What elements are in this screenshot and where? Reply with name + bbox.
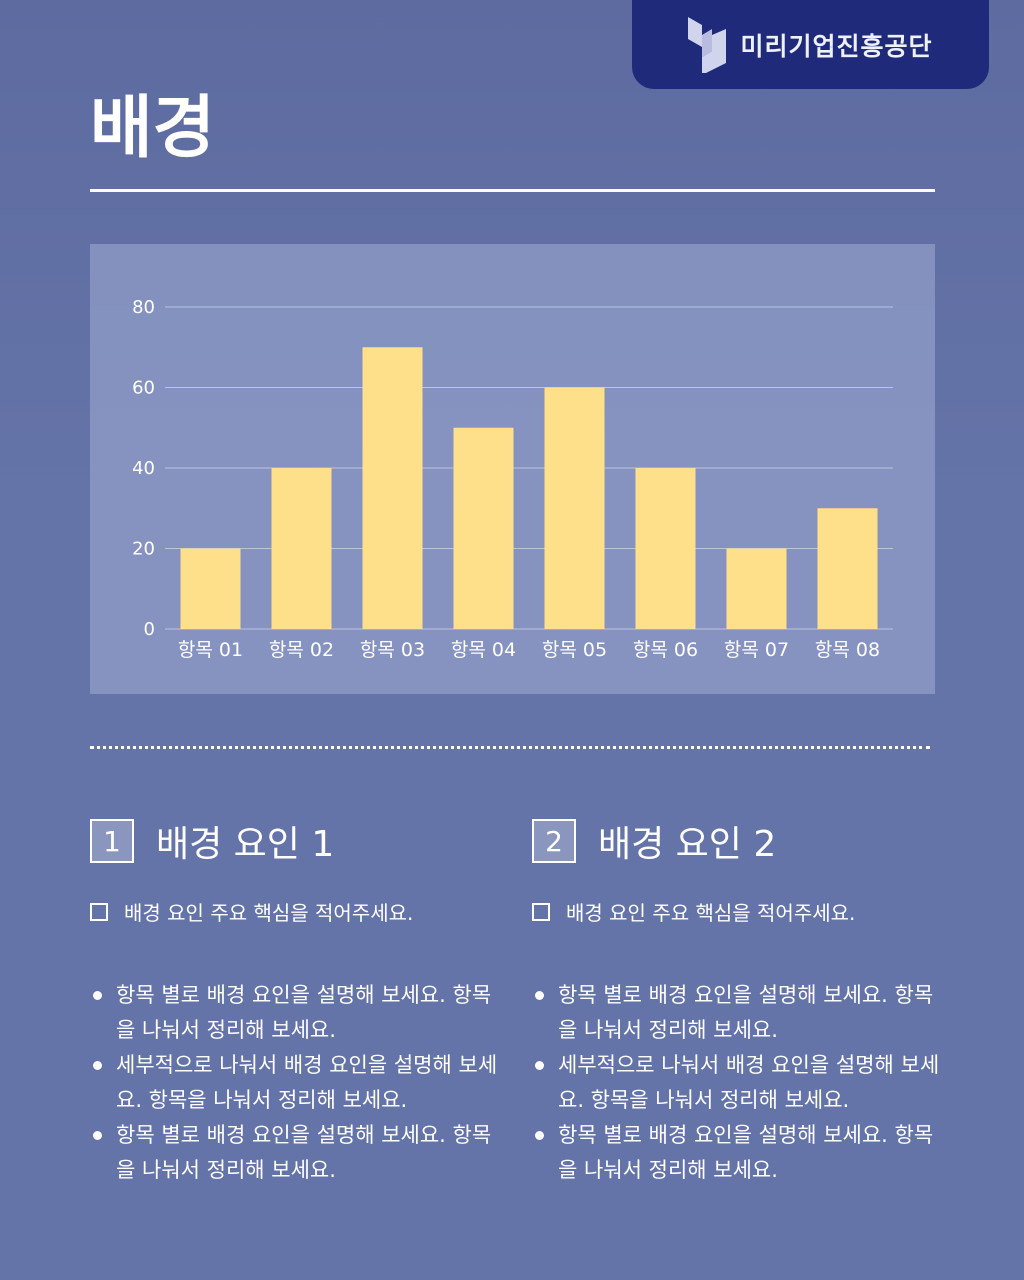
- checkbox-square-icon: [90, 902, 108, 921]
- checkbox-square-icon: [532, 902, 550, 921]
- section-2: 2 배경 요인 2 배경 요인 주요 핵심을 적어주세요. 항목 별로 배경 요…: [532, 815, 952, 1188]
- bullet-item: 세부적으로 나눠서 배경 요인을 설명해 보세요. 항목을 나눠서 정리해 보세…: [90, 1048, 510, 1118]
- bar: [817, 508, 878, 629]
- section-number-badge: 2: [532, 819, 576, 863]
- bar: [726, 548, 787, 629]
- y-tick-label: 20: [132, 539, 155, 560]
- brand-logo-icon: [688, 16, 727, 73]
- x-tick-label: 항목 03: [360, 639, 425, 661]
- x-tick-label: 항목 06: [633, 639, 698, 661]
- section-1: 1 배경 요인 1 배경 요인 주요 핵심을 적어주세요. 항목 별로 배경 요…: [90, 815, 510, 1188]
- bar: [180, 548, 241, 629]
- bar: [544, 387, 605, 629]
- page-title: 배경: [90, 89, 216, 168]
- y-tick-label: 0: [144, 619, 155, 640]
- section-title: 배경 요인 2: [598, 824, 777, 865]
- bar: [271, 468, 332, 629]
- x-tick-label: 항목 02: [269, 639, 334, 661]
- y-tick-label: 60: [132, 378, 155, 399]
- bar: [362, 347, 423, 629]
- y-tick-label: 80: [132, 297, 155, 318]
- y-tick-label: 40: [132, 458, 155, 479]
- x-tick-label: 항목 07: [724, 639, 789, 661]
- bar: [453, 427, 514, 629]
- bullet-item: 항목 별로 배경 요인을 설명해 보세요. 항목을 나눠서 정리해 보세요.: [90, 978, 510, 1048]
- x-tick-label: 항목 08: [815, 639, 880, 661]
- bullet-item: 항목 별로 배경 요인을 설명해 보세요. 항목을 나눠서 정리해 보세요.: [90, 1118, 510, 1188]
- bullet-item: 세부적으로 나눠서 배경 요인을 설명해 보세요. 항목을 나눠서 정리해 보세…: [532, 1048, 952, 1118]
- x-tick-label: 항목 01: [178, 639, 243, 661]
- chart-panel: 0 20 40 60 80 항목 01 항목 02 항목 03 항목 04 항목 05 항목 06 항…: [90, 244, 935, 694]
- section-key-point: 배경 요인 주요 핵심을 적어주세요.: [566, 901, 856, 925]
- x-tick-label: 항목 05: [542, 639, 607, 661]
- bullet-item: 항목 별로 배경 요인을 설명해 보세요. 항목을 나눠서 정리해 보세요.: [532, 978, 952, 1048]
- section-key-point: 배경 요인 주요 핵심을 적어주세요.: [124, 901, 414, 925]
- bar-chart: 0 20 40 60 80 항목 01 항목 02 항목 03 항목 04 항목 05 항목 06 항…: [132, 297, 893, 661]
- section-number-badge: 1: [90, 819, 134, 863]
- brand-header: 미리기업진흥공단: [632, 0, 989, 89]
- section-title: 배경 요인 1: [156, 824, 335, 865]
- x-tick-label: 항목 04: [451, 639, 516, 661]
- dotted-divider: [90, 746, 930, 749]
- bar: [635, 468, 696, 629]
- title-divider: [90, 189, 935, 192]
- bullet-item: 항목 별로 배경 요인을 설명해 보세요. 항목을 나눠서 정리해 보세요.: [532, 1118, 952, 1188]
- brand-name: 미리기업진흥공단: [740, 31, 933, 61]
